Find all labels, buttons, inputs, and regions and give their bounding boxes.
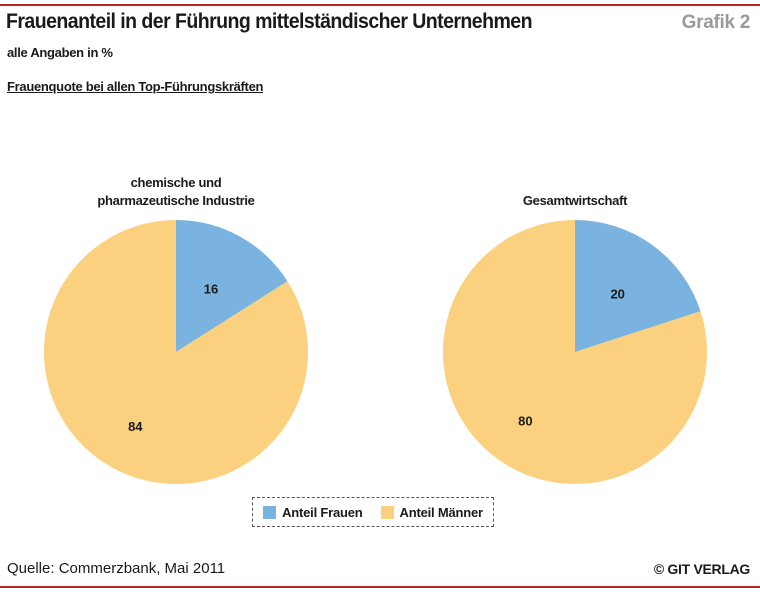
legend-label-maenner: Anteil Männer	[399, 504, 484, 520]
source-note: Quelle: Commerzbank, Mai 2011	[7, 560, 226, 577]
section-title: Frauenquote bei allen Top-Führungskräfte…	[7, 79, 264, 94]
top-rule	[0, 4, 760, 6]
legend-swatch-maenner	[380, 505, 394, 519]
pie-0-label-frauen: 16	[204, 281, 218, 296]
legend-item-maenner: Anteil Männer	[380, 504, 484, 520]
copyright-note: © GIT VERLAG	[653, 561, 750, 577]
pie-0-label-maenner: 84	[128, 419, 143, 434]
chart-title: Frauenanteil in der Führung mittelständi…	[6, 10, 533, 33]
pie-gesamt-title: Gesamtwirtschaft	[522, 193, 628, 208]
subtitle-units: alle Angaben in %	[7, 45, 113, 60]
pie-1-label-frauen: 20	[610, 286, 624, 301]
pie-0-slice-frauen	[176, 220, 288, 352]
legend-item-frauen: Anteil Frauen	[263, 504, 363, 520]
legend-label-frauen: Anteil Frauen	[282, 504, 363, 520]
figure-number: Grafik 2	[681, 12, 751, 33]
legend-swatch-frauen	[263, 505, 277, 519]
pie-chemie-title: chemische und pharmazeutische Industrie	[97, 175, 255, 208]
legend: Anteil Frauen Anteil Männer	[252, 497, 494, 527]
pie-1-label-maenner: 80	[518, 413, 532, 428]
bottom-rule	[0, 586, 760, 588]
pie-0-slice-maenner	[44, 220, 309, 485]
pie-1-slice-maenner	[443, 220, 707, 484]
pie-1-slice-frauen	[575, 220, 701, 352]
